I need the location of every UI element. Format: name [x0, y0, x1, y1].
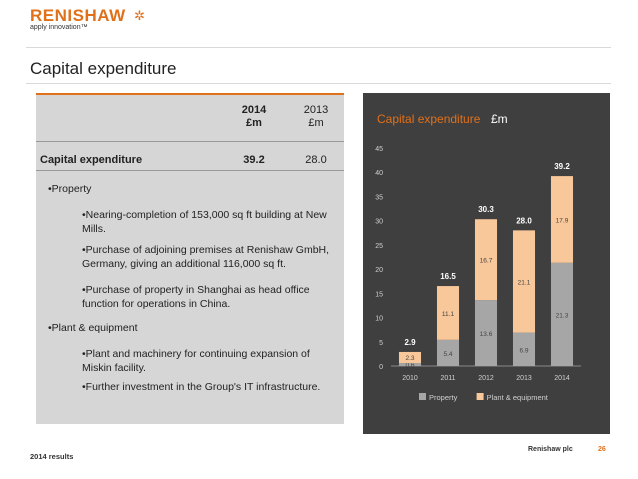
x-tick-label: 2014	[554, 375, 570, 382]
y-tick-label: 30	[375, 219, 383, 226]
bar-total-label: 39.2	[554, 162, 570, 171]
segment-data-label: 0.6	[405, 362, 414, 369]
table-header-2014: 2014 £m	[232, 104, 276, 130]
capex-2014-value: 39.2	[243, 154, 265, 166]
y-tick-label: 5	[379, 340, 383, 347]
bar-segment-plant-2011	[436, 286, 460, 340]
y-tick-label: 35	[375, 194, 383, 201]
bullet-property: •Property	[48, 183, 92, 195]
bullet-it-infrastructure: •Further investment in the Group's IT in…	[82, 381, 321, 393]
bar-segment-property-2011	[436, 339, 460, 366]
slide-title: Capital expenditure	[30, 59, 177, 78]
y-tick-label: 10	[375, 316, 383, 323]
bar-total-label: 30.3	[478, 205, 494, 214]
page-number: 26	[598, 446, 606, 453]
segment-data-label: 11.1	[442, 311, 455, 318]
table-header-rule	[36, 141, 344, 142]
capex-summary-panel: 2014 £m 2013 £m Capital expenditure 39.2…	[36, 93, 344, 424]
renishaw-logo: RENISHAW ✲ apply innovation™	[30, 6, 145, 31]
legend-swatch	[419, 393, 426, 400]
logo-symbol-icon: ✲	[134, 8, 145, 23]
capex-row-label: Capital expenditure	[40, 154, 143, 166]
bar-total-label: 28.0	[516, 216, 532, 225]
chart-title-unit: £m	[491, 112, 508, 126]
top-divider	[26, 47, 611, 48]
legend-label: Plant & equipment	[487, 393, 549, 402]
header-2014-unit: £m	[246, 117, 262, 129]
bar-segment-plant-2014	[550, 176, 574, 263]
segment-data-label: 17.9	[556, 217, 569, 224]
table-header-2013: 2013 £m	[294, 104, 338, 130]
y-tick-label: 45	[375, 146, 383, 153]
segment-data-label: 16.7	[480, 258, 493, 265]
header-2013-unit: £m	[308, 117, 324, 129]
segment-data-label: 21.3	[556, 312, 569, 319]
legend-swatch	[476, 393, 484, 400]
x-tick-label: 2010	[402, 375, 418, 382]
bar-segment-plant-2013	[512, 230, 536, 333]
y-tick-label: 40	[375, 170, 383, 177]
y-tick-label: 20	[375, 267, 383, 274]
bullet-plant-equipment: •Plant & equipment	[48, 322, 138, 334]
footer-results-label: 2014 results	[30, 452, 74, 461]
capex-chart-panel: Capital expenditure £m 0 5 10 15 20 25 30 35 40 45 0…	[363, 93, 610, 434]
bar-segment-property-2014	[550, 262, 574, 366]
title-divider	[26, 83, 611, 84]
bar-segment-property-2010	[398, 363, 422, 366]
footer-company: Renishaw plc	[528, 446, 573, 453]
bullet-renishaw-gmbh: •Purchase of adjoining premises at Renis…	[82, 244, 330, 270]
capex-stacked-bar-chart: Capital expenditure £m 0 5 10 15 20 25 30 35 40 45 0…	[375, 112, 581, 402]
bar-segment-plant-2012	[474, 219, 498, 301]
x-tick-label: 2013	[516, 375, 532, 382]
bar-total-label: 2.9	[404, 338, 416, 347]
x-tick-label: 2012	[478, 375, 494, 382]
segment-data-label: 13.6	[480, 331, 493, 338]
logo-wordmark: RENISHAW	[30, 6, 126, 25]
x-tick-label: 2011	[440, 375, 455, 382]
bullet-miskin: •Plant and machinery for continuing expa…	[82, 348, 310, 374]
bar-total-label: 16.5	[440, 272, 456, 281]
panel-accent-line	[36, 93, 344, 95]
y-tick-label: 25	[375, 243, 383, 250]
segment-data-label: 21.1	[518, 279, 531, 286]
segment-data-label: 2.3	[405, 355, 414, 362]
logo-tagline: apply innovation™	[30, 24, 88, 31]
chart-title: Capital expenditure	[377, 112, 481, 126]
header-2013-year: 2013	[303, 104, 329, 116]
bullet-new-mills: •Nearing-completion of 153,000 sq ft bui…	[82, 209, 327, 235]
bar-segment-property-2013	[512, 332, 536, 366]
segment-data-label: 6.9	[519, 347, 528, 354]
y-tick-label: 15	[375, 291, 383, 298]
capex-2013-value: 28.0	[305, 154, 327, 166]
segment-data-label: 5.4	[443, 351, 452, 358]
legend-label: Property	[429, 393, 458, 402]
bar-segment-property-2012	[474, 300, 498, 366]
bullet-shanghai: •Purchase of property in Shanghai as hea…	[82, 284, 310, 310]
bar-segment-plant-2010	[398, 351, 422, 364]
header-2014-year: 2014	[241, 104, 267, 116]
y-tick-label: 0	[379, 364, 383, 371]
table-row-rule	[36, 170, 344, 171]
